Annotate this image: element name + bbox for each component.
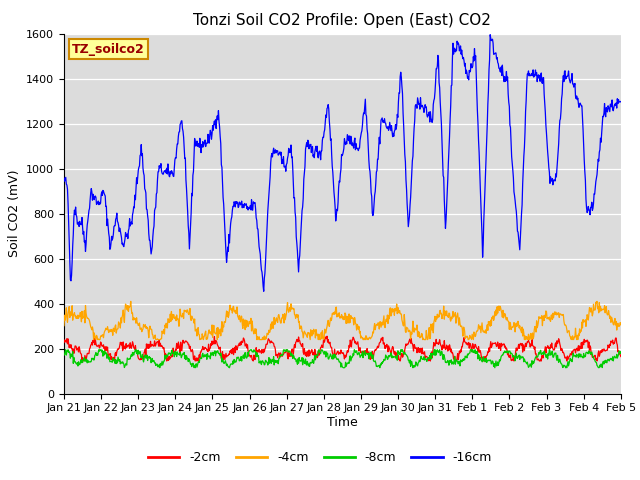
Text: TZ_soilco2: TZ_soilco2 xyxy=(72,43,145,56)
Legend: -2cm, -4cm, -8cm, -16cm: -2cm, -4cm, -8cm, -16cm xyxy=(143,446,497,469)
X-axis label: Time: Time xyxy=(327,416,358,429)
Title: Tonzi Soil CO2 Profile: Open (East) CO2: Tonzi Soil CO2 Profile: Open (East) CO2 xyxy=(193,13,492,28)
Y-axis label: Soil CO2 (mV): Soil CO2 (mV) xyxy=(8,170,20,257)
